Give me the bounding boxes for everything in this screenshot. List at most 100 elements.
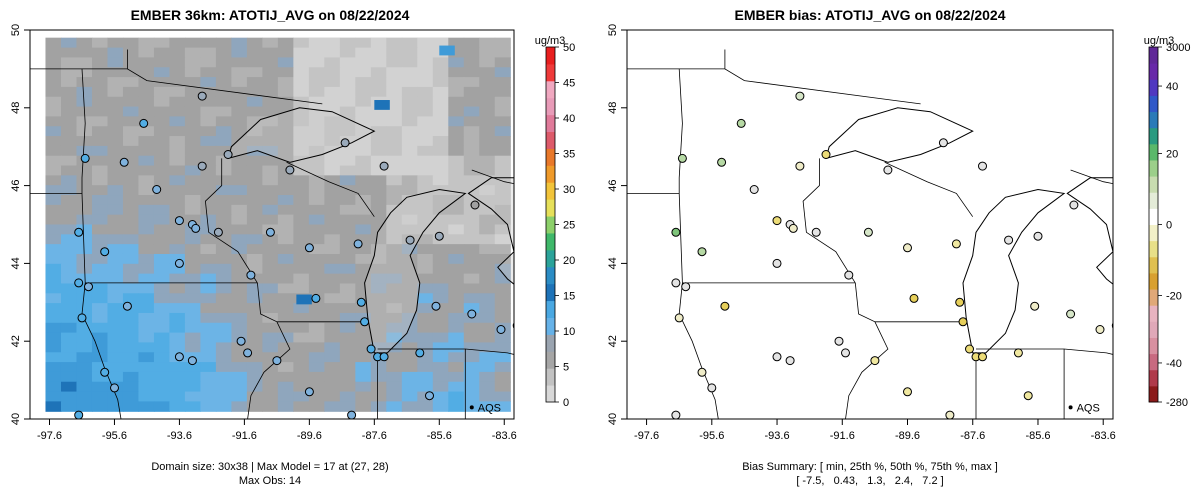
- heatmap-cell: [386, 37, 403, 49]
- heatmap-cell: [122, 155, 140, 167]
- heatmap-cell: [91, 47, 109, 59]
- heatmap-cell: [246, 244, 263, 255]
- y-tick-label: 50: [10, 24, 22, 36]
- heatmap-cell: [308, 332, 325, 344]
- heatmap-cell: [231, 273, 248, 285]
- heatmap-cell: [463, 214, 480, 226]
- y-tick-label: 46: [10, 179, 22, 191]
- heatmap-cell: [76, 362, 93, 373]
- heatmap-cell: [138, 175, 155, 186]
- heatmap-cell: [262, 234, 279, 245]
- heatmap-cell: [122, 136, 140, 147]
- heatmap-cell: [417, 273, 434, 285]
- heatmap-cell: [324, 116, 341, 127]
- station-marker: [100, 247, 110, 257]
- heatmap-cell: [293, 352, 310, 363]
- heatmap-cell: [246, 165, 263, 176]
- colorbar-label: 5: [563, 362, 569, 374]
- heatmap-cell: [107, 224, 124, 235]
- heatmap-cell: [386, 342, 403, 353]
- heatmap-cell: [200, 185, 217, 196]
- heatmap-cell: [246, 214, 263, 226]
- heatmap-cell: [215, 253, 232, 265]
- heatmap-cell: [432, 86, 449, 98]
- heatmap-cell: [308, 401, 325, 412]
- heatmap-cell: [324, 332, 341, 344]
- station-marker: [697, 367, 707, 377]
- heatmap-cell: [432, 263, 449, 275]
- heatmap-cell: [138, 224, 155, 235]
- heatmap-cell: [355, 86, 372, 98]
- heatmap-cell: [215, 175, 232, 186]
- heatmap-cell: [231, 342, 248, 353]
- heatmap-cell: [215, 391, 232, 402]
- heatmap-cell: [293, 204, 310, 216]
- heatmap-cell: [122, 224, 140, 235]
- heatmap-cell: [417, 362, 434, 373]
- heatmap-cell: [339, 77, 356, 88]
- heatmap-cell: [153, 312, 171, 324]
- heatmap-cell: [479, 381, 496, 393]
- colorbar-segment: [1149, 224, 1158, 242]
- heatmap-cell: [200, 273, 217, 285]
- heatmap-cell: [339, 96, 356, 108]
- heatmap-cell: [246, 96, 263, 108]
- heatmap-cell: [200, 283, 217, 294]
- station-marker: [958, 317, 968, 327]
- heatmap-cell: [432, 303, 449, 314]
- colorbar-segment: [1149, 369, 1158, 387]
- heatmap-cell: [355, 195, 372, 206]
- station-marker: [1030, 301, 1040, 311]
- heatmap-cell: [417, 116, 434, 127]
- heatmap-cell: [107, 312, 124, 324]
- y-tick-label: 44: [607, 257, 619, 269]
- station-marker: [304, 243, 314, 253]
- heatmap-cell: [60, 37, 78, 49]
- heatmap-cell: [184, 263, 202, 275]
- heatmap-cell: [107, 214, 124, 226]
- heatmap-cell: [448, 57, 465, 68]
- heatmap-cell: [60, 67, 78, 78]
- heatmap-cell: [432, 293, 449, 304]
- heatmap-cell: [215, 283, 232, 294]
- heatmap-cell: [417, 47, 434, 59]
- heatmap-cell: [308, 136, 325, 147]
- heatmap-cell: [60, 352, 78, 363]
- heatmap-cell: [324, 371, 341, 383]
- heatmap-cell: [277, 96, 294, 108]
- heatmap-cell: [200, 293, 217, 304]
- heatmap-cell: [231, 312, 248, 324]
- heatmap-cell: [417, 401, 434, 412]
- station-marker: [1066, 309, 1076, 319]
- heatmap-cell: [370, 195, 387, 206]
- heatmap-cell: [246, 37, 263, 49]
- station-marker: [415, 348, 425, 358]
- heatmap-cell: [293, 106, 310, 117]
- station-marker: [903, 387, 912, 397]
- heatmap-cell: [122, 371, 140, 383]
- heatmap-cell: [138, 391, 155, 402]
- heatmap-cell: [215, 234, 232, 245]
- heatmap-cell: [308, 106, 325, 117]
- colorbar-segment: [546, 182, 555, 200]
- heatmap-cell: [417, 175, 434, 186]
- heatmap-cell: [122, 165, 140, 176]
- colorbar-segment: [546, 351, 555, 369]
- heatmap-cell: [386, 253, 403, 265]
- heatmap-cell: [308, 116, 325, 127]
- heatmap-cell: [386, 224, 403, 235]
- heatmap-cell: [339, 352, 356, 363]
- heatmap-cell: [277, 47, 294, 59]
- heatmap-cell: [277, 253, 294, 265]
- station-marker: [174, 216, 184, 226]
- heatmap-cell: [339, 293, 356, 304]
- heatmap-cell: [370, 293, 387, 304]
- heatmap-cell: [448, 401, 465, 412]
- station-marker: [122, 301, 132, 311]
- heatmap-cell: [448, 332, 465, 344]
- x-tick-label: -87.6: [960, 430, 985, 442]
- heatmap-cell: [122, 77, 140, 88]
- heatmap-cell: [308, 273, 325, 285]
- heatmap-cell: [45, 312, 62, 324]
